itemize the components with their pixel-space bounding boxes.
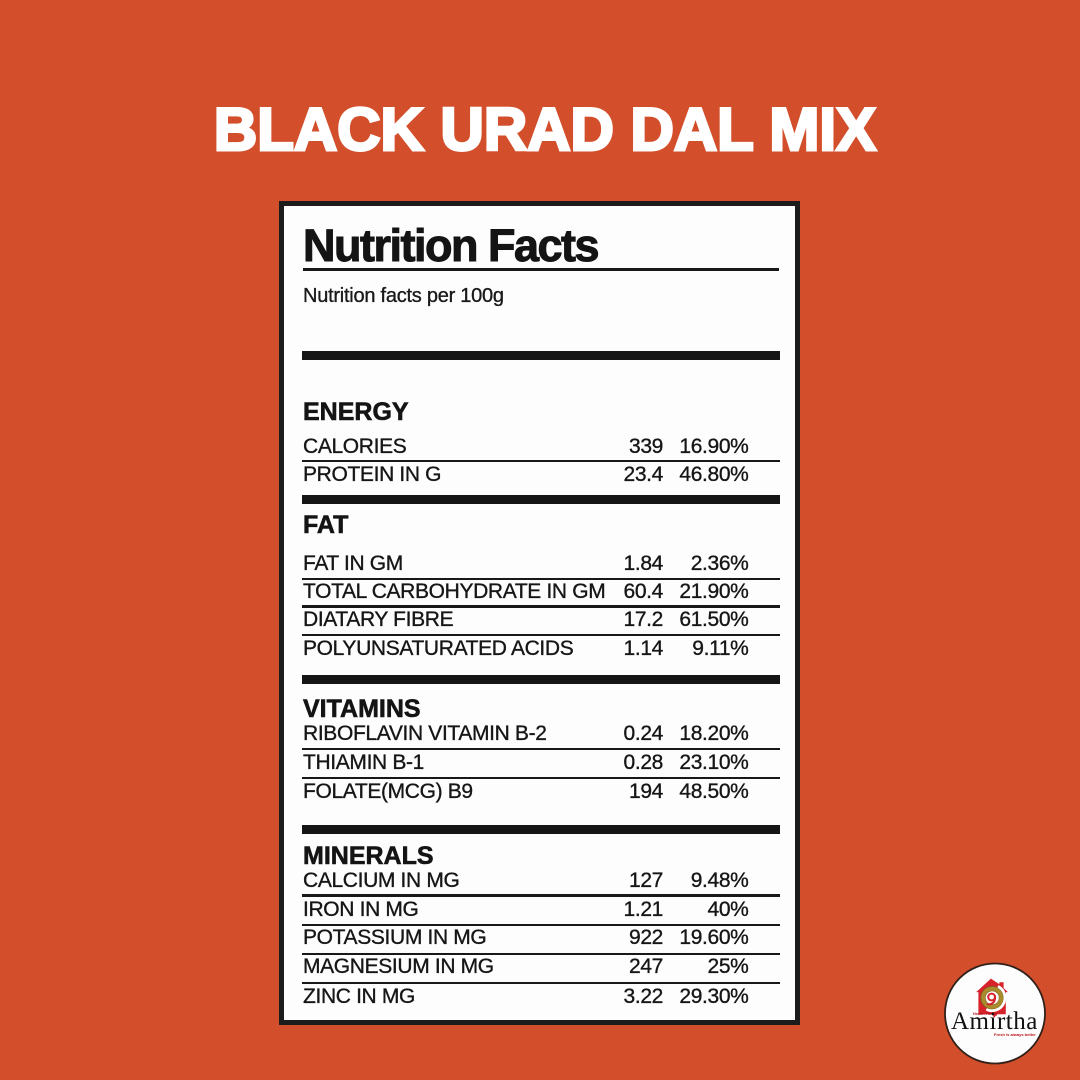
svg-text:Fresh is always better: Fresh is always better <box>994 1032 1036 1037</box>
svg-text:Amirtha: Amirtha <box>951 1008 1038 1035</box>
svg-text:Health Family: Health Family <box>973 1012 999 1016</box>
